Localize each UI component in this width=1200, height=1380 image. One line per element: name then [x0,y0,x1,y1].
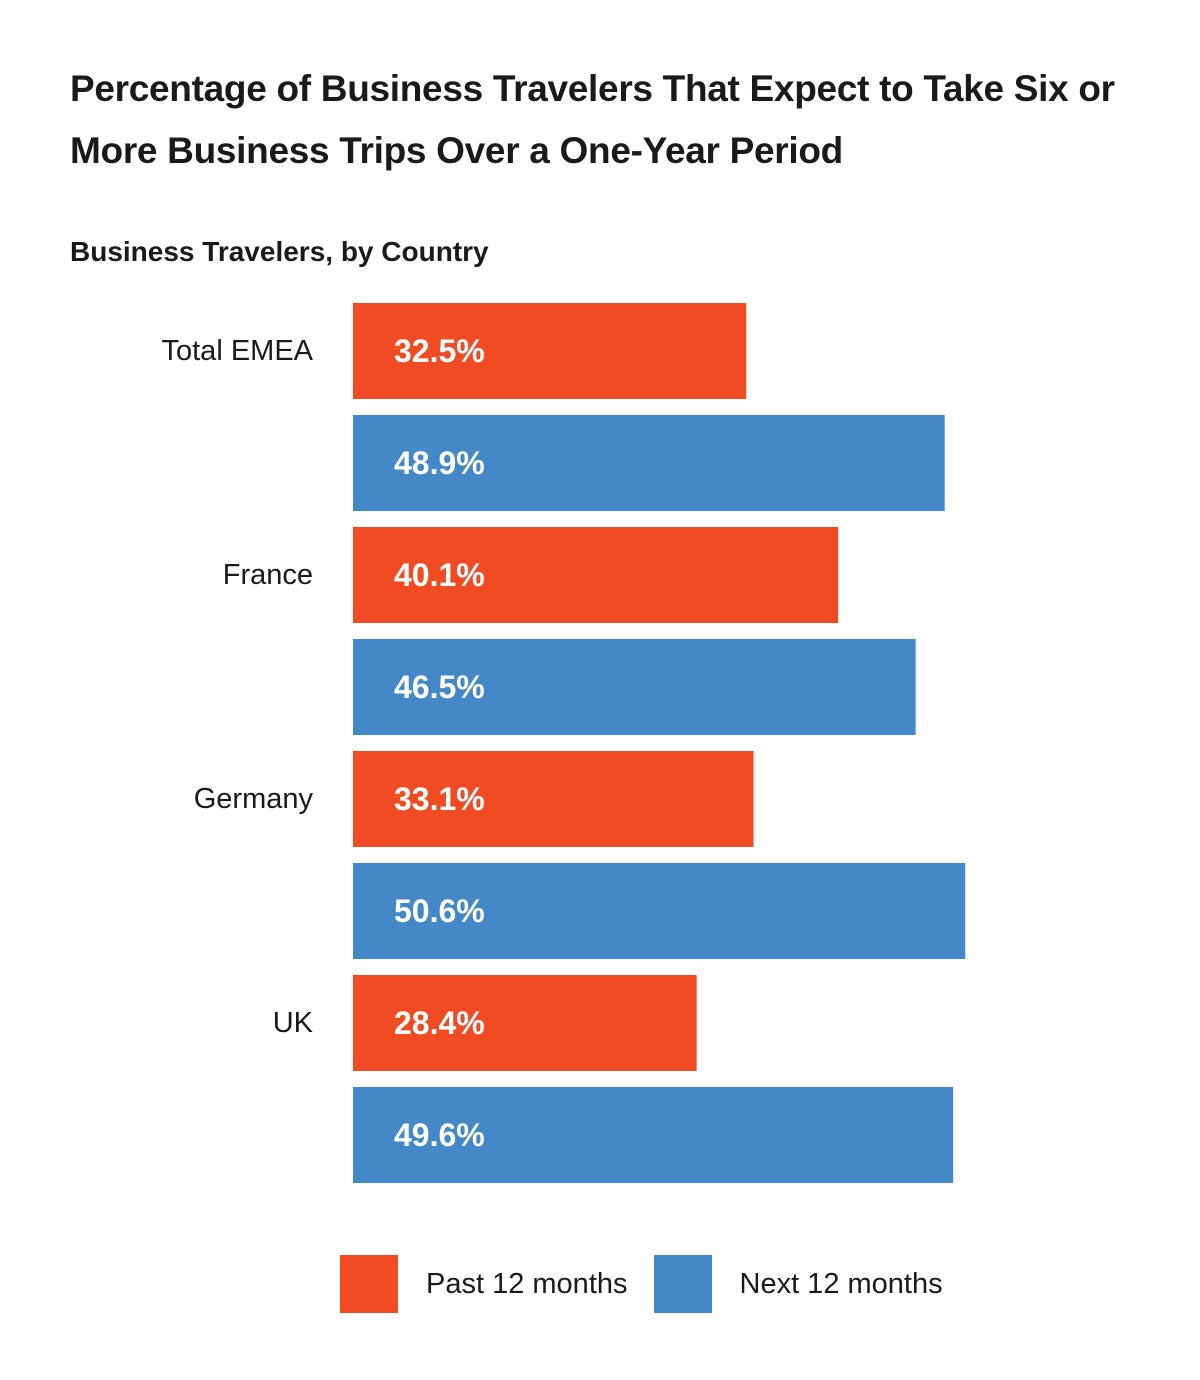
bar-total-emea-past [353,303,747,399]
data-label-france-past: 40.1% [394,557,485,593]
data-label-total-emea-next: 48.9% [394,445,485,481]
data-label-uk-past: 28.4% [394,1005,485,1041]
chart-legend: Past 12 months Next 12 months [340,1255,969,1313]
legend-label-past: Past 12 months [426,1267,628,1300]
legend-item-next: Next 12 months [653,1255,943,1313]
data-label-total-emea-past: 32.5% [394,333,485,369]
category-label-france: France [223,559,313,591]
chart-title: Percentage of Business Travelers That Ex… [70,68,1115,171]
bar-germany-past [353,751,754,847]
data-label-france-next: 46.5% [394,669,485,705]
bar-uk-next [353,1087,954,1183]
bar-total-emea-next [353,415,945,511]
category-label-total-emea: Total EMEA [162,335,314,367]
bar-france-past [353,527,839,623]
bar-uk-past [353,975,697,1071]
legend-item-past: Past 12 months [340,1255,628,1313]
data-label-uk-next: 49.6% [394,1117,485,1153]
chart-subtitle: Business Travelers, by Country [70,236,489,267]
data-label-germany-past: 33.1% [394,781,485,817]
legend-label-next: Next 12 months [739,1267,943,1300]
bar-germany-next [353,863,966,959]
category-label-uk: UK [273,1007,314,1039]
data-label-germany-next: 50.6% [394,893,485,929]
legend-swatch-next [653,1255,712,1313]
legend-swatch-past [340,1255,398,1313]
bar-france-next [353,639,916,735]
category-label-germany: Germany [194,783,314,815]
